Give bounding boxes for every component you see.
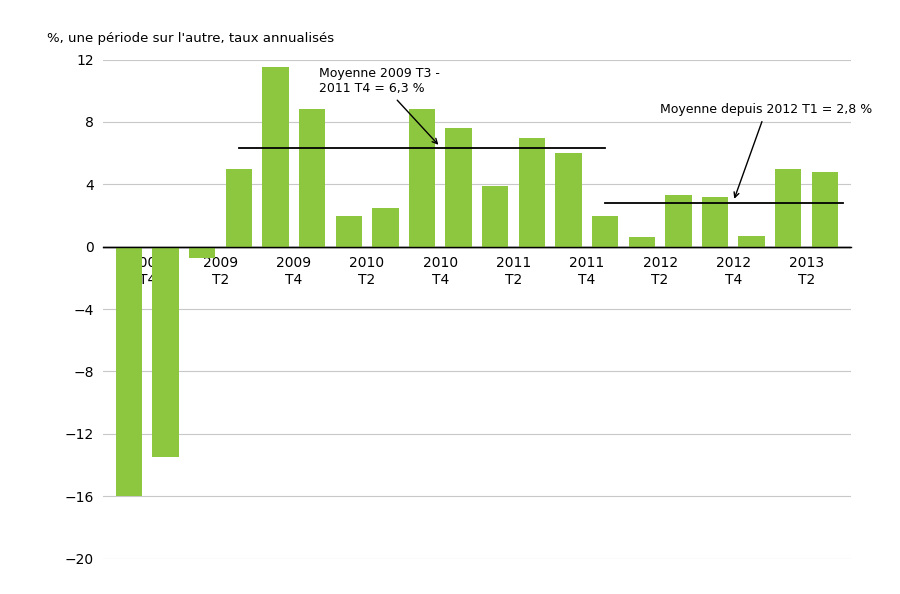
Bar (665, 195, 691, 247)
Bar (336, 216, 362, 247)
Bar (262, 67, 289, 247)
Bar (409, 109, 436, 247)
Bar (518, 138, 545, 247)
Bar (116, 247, 142, 496)
Bar (299, 109, 325, 247)
Bar (226, 169, 252, 247)
Bar (446, 128, 472, 247)
Bar (812, 172, 838, 247)
Bar (189, 247, 215, 258)
Bar (739, 236, 765, 247)
Bar (152, 247, 179, 457)
Bar (702, 197, 728, 247)
Bar (373, 208, 399, 247)
Bar (592, 216, 618, 247)
Text: Moyenne 2009 T3 -
2011 T4 = 6,3 %: Moyenne 2009 T3 - 2011 T4 = 6,3 % (320, 67, 440, 144)
Text: Moyenne depuis 2012 T1 = 2,8 %: Moyenne depuis 2012 T1 = 2,8 % (660, 103, 872, 197)
Bar (555, 153, 581, 247)
Bar (628, 238, 655, 247)
Bar (482, 186, 508, 247)
Bar (775, 169, 802, 247)
Text: %, une période sur l'autre, taux annualisés: %, une période sur l'autre, taux annuali… (48, 31, 335, 45)
